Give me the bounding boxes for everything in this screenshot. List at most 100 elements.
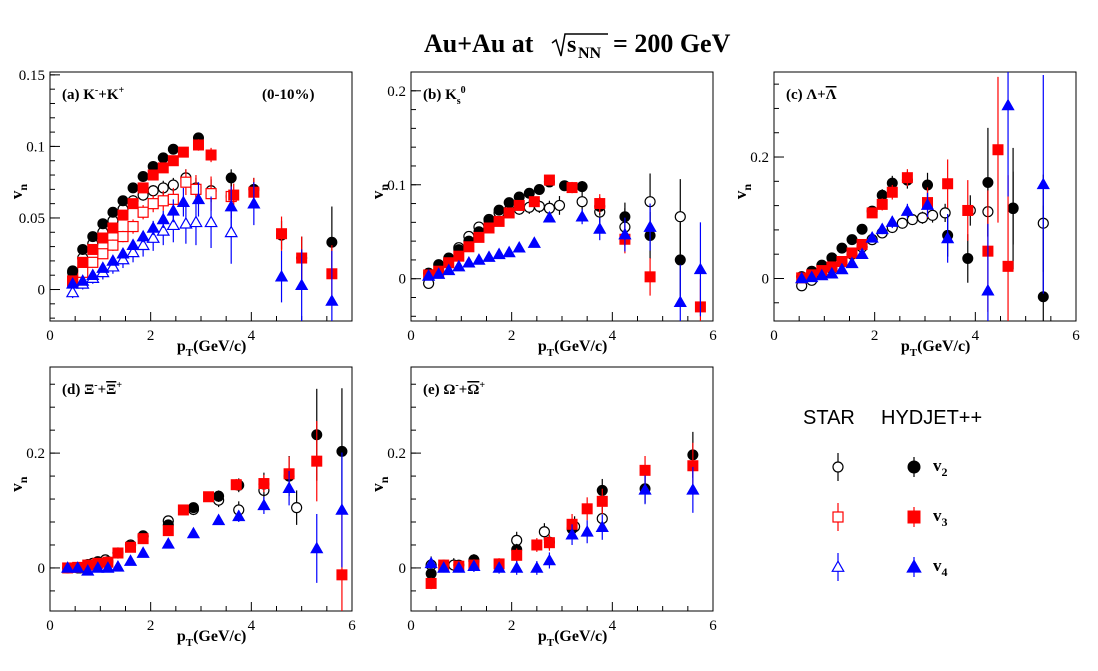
- data-point: [543, 537, 555, 549]
- data-point: [639, 464, 651, 476]
- data-point: [311, 455, 323, 467]
- y-tick-label: 0.1: [26, 139, 45, 155]
- data-point: [76, 274, 90, 286]
- data-point: [896, 217, 908, 229]
- data-point: [205, 149, 217, 161]
- y-axis-label: vn: [368, 476, 391, 492]
- y-axis-label: vn: [368, 184, 391, 200]
- data-points: [61, 388, 349, 611]
- centrality-label: (0-10%): [262, 87, 315, 103]
- data-point: [162, 525, 174, 537]
- series-hydjet-v3: [423, 174, 706, 321]
- data-point: [81, 564, 95, 576]
- data-point: [920, 198, 935, 210]
- data-point: [87, 256, 99, 268]
- data-point: [530, 561, 544, 573]
- data-point: [97, 218, 109, 230]
- legend-hydjet-marker: [907, 460, 921, 474]
- data-point: [835, 262, 849, 275]
- x-tick-label: 2: [147, 328, 155, 344]
- data-point: [425, 577, 437, 589]
- legend-star-header: STAR: [803, 407, 855, 429]
- data-point: [876, 198, 888, 210]
- data-point: [71, 561, 85, 573]
- data-point: [962, 252, 974, 264]
- legend-label: v3: [933, 506, 948, 529]
- x-tick-label: 6: [709, 618, 717, 634]
- y-tick-label: 0: [762, 271, 770, 287]
- data-point: [452, 561, 466, 573]
- data-point: [875, 222, 889, 235]
- data-point: [576, 196, 588, 208]
- data-point: [112, 547, 124, 559]
- data-point: [61, 561, 75, 573]
- x-axis-label: pT(GeV/c): [538, 628, 608, 649]
- data-point: [473, 231, 485, 243]
- data-point: [147, 185, 159, 197]
- legend-hydjet-header: HYDJET++: [881, 407, 982, 429]
- data-point: [127, 182, 139, 194]
- data-point: [493, 215, 505, 227]
- data-point: [538, 526, 550, 538]
- data-point: [425, 568, 437, 580]
- x-axis-label: pT(GeV/c): [901, 338, 971, 359]
- series-hydjet-v3: [425, 442, 699, 590]
- y-tick-label: 0: [38, 283, 46, 299]
- data-point: [513, 199, 525, 211]
- data-point: [553, 199, 566, 212]
- data-point: [117, 209, 129, 221]
- data-point: [492, 247, 506, 260]
- data-point: [157, 162, 169, 174]
- data-point: [96, 261, 110, 273]
- data-point: [805, 270, 819, 283]
- title-prefix: Au+Au at: [424, 29, 534, 58]
- series-hydjet-v2: [62, 388, 348, 574]
- data-point: [123, 554, 138, 566]
- data-point: [176, 195, 190, 208]
- x-tick-label: 0: [46, 618, 54, 634]
- data-point: [77, 256, 89, 268]
- data-point: [815, 268, 829, 281]
- data-point: [437, 561, 451, 573]
- data-point: [856, 223, 868, 235]
- data-point: [137, 170, 149, 182]
- data-point: [167, 155, 179, 167]
- data-point: [136, 238, 150, 251]
- data-point: [274, 269, 289, 282]
- data-point: [166, 218, 181, 231]
- y-axis-label: vn: [7, 476, 30, 492]
- data-point: [531, 539, 543, 551]
- figure-title: Au+Au at s NN = 200 GeV: [424, 29, 731, 62]
- data-point: [116, 246, 130, 259]
- data-point: [147, 198, 159, 210]
- x-tick-label: 2: [508, 618, 516, 634]
- data-point: [981, 283, 995, 296]
- data-point: [192, 139, 204, 151]
- data-point: [186, 526, 201, 539]
- data-point: [127, 220, 139, 233]
- legend-label: v2: [933, 456, 948, 479]
- x-tick-label: 6: [1072, 328, 1080, 344]
- panel-c: 0 2 4 6 0 0.2 pT(GeV/c) vn (c) Λ+Λ: [731, 71, 1080, 359]
- data-point: [136, 229, 150, 242]
- data-point: [510, 561, 524, 573]
- data-point: [77, 243, 89, 255]
- data-point: [502, 245, 516, 258]
- x-tick-label: 6: [709, 328, 717, 344]
- data-point: [247, 196, 261, 209]
- sqrt-sign: [551, 33, 608, 57]
- data-point: [866, 207, 878, 219]
- data-point: [107, 222, 119, 234]
- y-tick-label: 0: [38, 561, 46, 577]
- series-hydjet-v4: [422, 203, 708, 321]
- x-axis-label: pT(GeV/c): [538, 338, 608, 359]
- data-points: [422, 173, 708, 321]
- data-point: [91, 561, 105, 573]
- x-tick-label: 0: [770, 328, 778, 344]
- data-point: [825, 266, 839, 279]
- data-point: [580, 525, 594, 537]
- data-point: [453, 250, 465, 262]
- data-point: [643, 220, 657, 232]
- title-suffix: = 200 GeV: [613, 29, 731, 58]
- data-point: [97, 248, 109, 260]
